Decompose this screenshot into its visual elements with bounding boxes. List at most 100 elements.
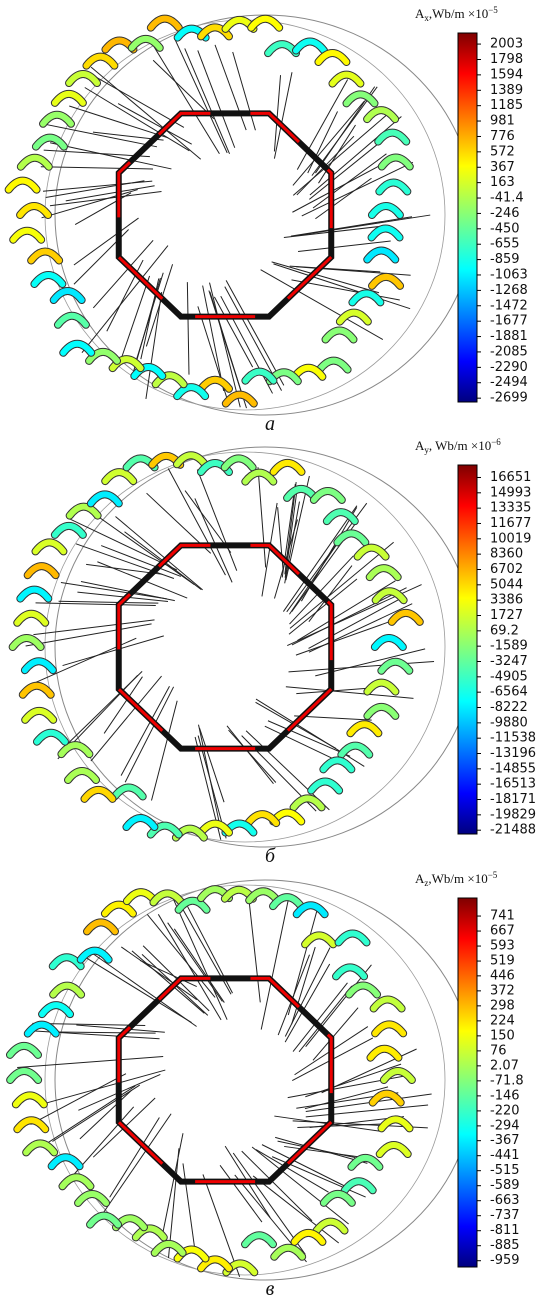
tick-label: 2003 <box>490 37 523 52</box>
coil-turn <box>17 1120 45 1129</box>
tick-label: 519 <box>490 954 515 969</box>
coil-turn <box>349 986 377 995</box>
wire <box>183 1163 195 1250</box>
outline <box>45 452 445 842</box>
coil-turn <box>336 967 364 976</box>
wire <box>119 276 149 365</box>
coil-turn <box>367 251 395 260</box>
coil-turn <box>42 1005 70 1014</box>
tick-label: -16513 <box>490 777 536 792</box>
coil-turn <box>327 512 355 521</box>
wire <box>289 579 357 634</box>
colorbar <box>458 33 477 402</box>
coil-turn <box>287 489 315 498</box>
tick-label: 8360 <box>490 547 523 562</box>
wire <box>315 178 371 219</box>
coil-turn <box>324 1194 352 1203</box>
coil-turn <box>226 395 254 404</box>
coil-turn <box>43 115 71 124</box>
wire <box>215 45 246 130</box>
coil-turn <box>16 1095 44 1104</box>
coil-turn <box>36 138 64 147</box>
tick-label: 298 <box>490 998 515 1013</box>
tick-label: -246 <box>490 206 520 221</box>
coil-turn <box>177 387 205 396</box>
coil-turn <box>201 824 229 833</box>
coil-turn <box>367 683 395 692</box>
wire <box>233 52 256 130</box>
tick-label: -1268 <box>490 283 528 298</box>
coil-turn <box>68 771 96 780</box>
coil-turn <box>392 613 420 622</box>
coil-turn <box>201 380 229 389</box>
wire <box>274 75 280 151</box>
wire <box>297 79 347 169</box>
coil-turn <box>297 905 325 914</box>
coil-turn <box>294 368 322 377</box>
coil-turn <box>382 1119 410 1128</box>
tick-label: 16651 <box>490 470 531 485</box>
wire <box>306 1105 428 1117</box>
wire <box>59 601 159 603</box>
tick-label: 1727 <box>490 608 523 623</box>
wire <box>261 900 288 1029</box>
coil-turn <box>372 277 400 286</box>
coil-turn <box>382 158 410 167</box>
title-unit: ,Wb/m ×10 <box>428 871 487 886</box>
tick-label: 163 <box>490 175 515 190</box>
coil-turn <box>25 711 53 720</box>
wire <box>293 215 430 236</box>
coil-turn <box>274 463 302 472</box>
tick-label: -2494 <box>490 375 528 390</box>
wire <box>63 636 164 666</box>
tick-label: -14855 <box>490 761 536 776</box>
coil-turn <box>54 291 82 300</box>
coil-turn <box>25 661 53 670</box>
wire <box>220 1165 262 1222</box>
coil-rendering <box>10 880 475 1280</box>
coil-turn <box>326 331 354 340</box>
tick-label: -146 <box>490 1088 520 1103</box>
coil-turn <box>374 999 402 1008</box>
coil-turn <box>78 1194 106 1203</box>
title-exponent: −5 <box>488 870 498 880</box>
coil-turn <box>346 94 374 103</box>
tick-label: 981 <box>490 114 515 129</box>
caption: а <box>265 413 275 435</box>
wire <box>249 900 260 1002</box>
panel: Az,Wb/m ×10−5741667593519446372298224150… <box>10 870 524 1297</box>
tick-label: 10019 <box>490 531 531 546</box>
tick-label: 446 <box>490 968 515 983</box>
coil-turn <box>375 1024 403 1033</box>
colorbar <box>458 898 477 1267</box>
tick-label: 5044 <box>490 577 523 592</box>
wire <box>199 728 224 802</box>
wire <box>121 947 197 1000</box>
wire <box>33 620 154 635</box>
coil-turn <box>268 44 296 53</box>
coil-turn <box>17 614 45 623</box>
wire <box>107 260 143 331</box>
coil-turn <box>378 133 406 142</box>
coil-turn <box>380 1145 408 1154</box>
tick-label: -663 <box>490 1193 520 1208</box>
tick-label: 76 <box>490 1043 507 1058</box>
wire <box>151 701 177 801</box>
coil-turn <box>28 566 56 575</box>
coil-turn <box>341 746 369 755</box>
tick-label: 572 <box>490 144 515 159</box>
coil-turn <box>274 1248 302 1257</box>
wire <box>41 167 153 169</box>
coil-turn <box>9 181 37 190</box>
wire <box>76 1025 164 1032</box>
wire <box>199 725 220 825</box>
coil-turn <box>337 533 365 542</box>
wire <box>229 730 276 782</box>
coil-turn <box>10 1071 38 1080</box>
tick-label: -8222 <box>490 700 528 715</box>
coil-turn <box>52 1157 80 1166</box>
coil-turn <box>20 206 48 215</box>
coil-turn <box>53 957 81 966</box>
tick-label: -441 <box>490 1148 520 1163</box>
coil-turn <box>384 1071 412 1080</box>
